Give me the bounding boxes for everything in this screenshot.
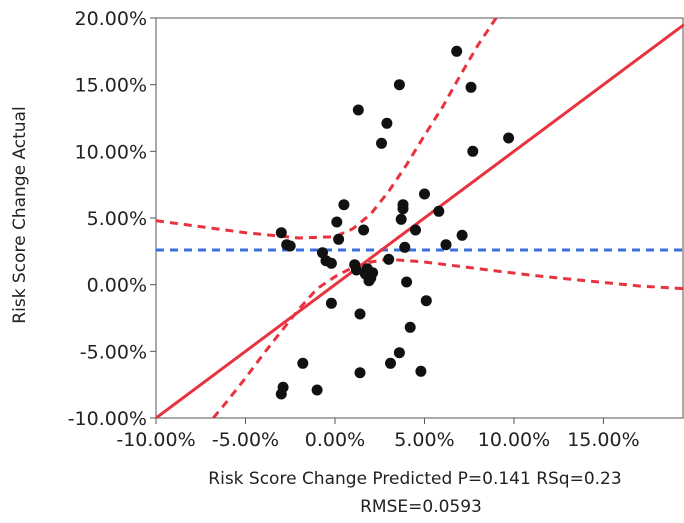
x-tick-label: 10.00% — [478, 429, 550, 451]
data-point — [503, 132, 515, 144]
x-tick-label: -10.00% — [116, 429, 195, 451]
data-point — [381, 117, 393, 129]
data-point — [376, 137, 387, 149]
data-point — [440, 239, 452, 251]
x-tick-label: 15.00% — [567, 429, 639, 451]
data-point — [275, 388, 287, 400]
axes: -10.00% -5.00% 0.00% 5.00% 10.00% 15.00% 20.00… — [68, 8, 640, 451]
data-point — [395, 213, 407, 225]
data-point — [358, 224, 370, 236]
data-point — [401, 276, 413, 288]
y-tick-label: 5.00% — [87, 208, 147, 230]
y-tick-label: 0.00% — [87, 275, 147, 297]
data-point — [383, 253, 395, 265]
confidence-upper-curve — [156, 18, 498, 240]
y-tick-label: -10.00% — [68, 408, 147, 430]
x-tick-label: 5.00% — [394, 429, 454, 451]
x-axis-label-line2: RMSE=0.0593 — [360, 497, 482, 517]
data-point — [331, 216, 343, 228]
data-point — [393, 79, 405, 91]
y-axis-label: Risk Score Change Actual — [10, 106, 30, 323]
fit-line — [156, 23, 684, 418]
y-tick-label: 20.00% — [75, 8, 147, 30]
data-point — [338, 199, 350, 211]
y-tick-label: 10.00% — [75, 141, 147, 163]
data-point — [354, 367, 366, 379]
data-point — [297, 357, 309, 369]
data-point — [467, 145, 479, 157]
data-point — [311, 384, 323, 396]
data-point — [397, 199, 409, 211]
data-point — [367, 267, 379, 279]
data-point — [399, 241, 411, 253]
y-tick-label: -5.00% — [80, 341, 147, 363]
data-point — [325, 297, 337, 309]
y-tick-label: 15.00% — [75, 75, 147, 97]
data-point — [415, 365, 427, 377]
data-point — [333, 233, 345, 245]
data-point — [420, 295, 432, 307]
data-point — [419, 188, 430, 200]
data-point — [385, 357, 396, 369]
data-point — [451, 45, 463, 57]
data-point — [393, 347, 405, 359]
data-point — [433, 205, 445, 217]
data-point — [352, 104, 364, 116]
data-point — [456, 229, 468, 241]
data-point — [410, 224, 421, 236]
data-point — [351, 264, 362, 276]
data-point — [404, 321, 416, 333]
x-tick-label: 0.00% — [305, 429, 365, 451]
data-point — [465, 81, 477, 93]
data-point — [275, 227, 287, 239]
x-axis-label: Risk Score Change Predicted P=0.141 RSq=… — [208, 469, 621, 489]
plot-area — [156, 18, 684, 418]
data-point — [325, 257, 337, 269]
x-tick-label: -5.00% — [212, 429, 279, 451]
confidence-lower-curve — [212, 257, 684, 418]
data-point — [284, 240, 296, 252]
data-point — [354, 308, 366, 320]
